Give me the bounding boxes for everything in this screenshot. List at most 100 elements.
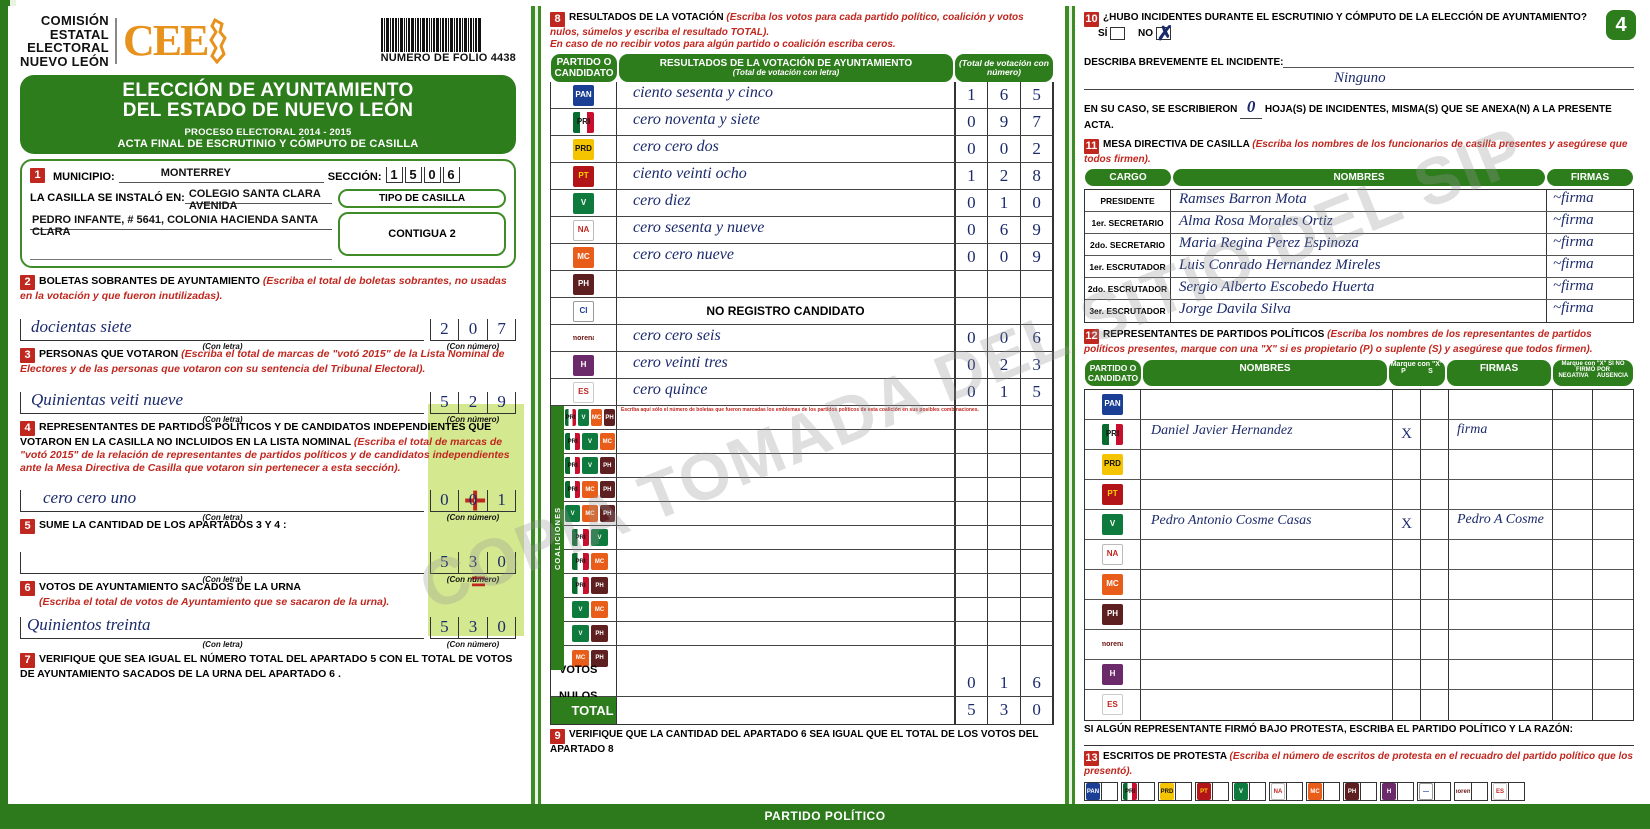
numero-cell[interactable] xyxy=(955,598,1053,621)
protest-chip-prd[interactable]: PRD xyxy=(1158,782,1192,802)
protest-chip-mc[interactable]: MC xyxy=(1306,782,1340,802)
numero-cell[interactable] xyxy=(955,454,1053,477)
rep-firma-cell[interactable] xyxy=(1449,659,1553,689)
rep-ausencia-cell[interactable] xyxy=(1593,420,1633,449)
rep-suplente-mark[interactable] xyxy=(1421,389,1449,419)
seccion-digits[interactable]: 1 5 0 6 xyxy=(385,167,460,184)
section-4-letra-field[interactable]: cero cero uno (Con letra) xyxy=(20,488,424,522)
firma-cell[interactable]: ~firma xyxy=(1547,212,1633,233)
protest-chip-verde[interactable]: V xyxy=(1232,782,1266,802)
rep-suplente-mark[interactable] xyxy=(1421,449,1449,479)
letra-cell[interactable]: cero quince xyxy=(617,379,955,405)
coalition-letra-cell[interactable]: Escriba aquí sólo el número de boletas q… xyxy=(617,406,979,429)
firma-cell[interactable]: ~firma xyxy=(1547,300,1633,322)
si-checkbox[interactable] xyxy=(1110,27,1126,40)
rep-propietario-mark[interactable] xyxy=(1393,479,1421,509)
no-checkbox[interactable]: ✗ xyxy=(1155,23,1174,45)
protest-line[interactable] xyxy=(1084,735,1634,746)
numero-cell[interactable] xyxy=(955,298,1053,324)
numero-cell[interactable]: 0 0 9 xyxy=(955,244,1053,270)
firma-cell[interactable]: ~firma xyxy=(1547,278,1633,299)
protest-count-box[interactable] xyxy=(1398,783,1413,800)
numero-cell[interactable] xyxy=(955,646,1053,670)
rep-ausencia-cell[interactable] xyxy=(1593,390,1633,419)
letra-cell[interactable]: cero sesenta y nueve xyxy=(617,217,955,243)
rep-nombre-cell[interactable]: Daniel Javier Hernandez xyxy=(1141,419,1393,449)
rep-nombre-cell[interactable] xyxy=(1141,539,1393,569)
numero-cell[interactable] xyxy=(955,406,1053,429)
direccion-extra-line[interactable] xyxy=(30,236,332,261)
rep-suplente-mark[interactable] xyxy=(1421,509,1449,539)
rep-negativa-cell[interactable] xyxy=(1553,689,1593,720)
protest-chip-pri[interactable]: PRI xyxy=(1121,782,1155,802)
section-2-letra-field[interactable]: docientas siete (Con letra) xyxy=(20,317,424,351)
rep-propietario-mark[interactable] xyxy=(1393,689,1421,720)
rep-nombre-cell[interactable] xyxy=(1141,599,1393,629)
numero-cell[interactable] xyxy=(955,526,1053,549)
rep-suplente-mark[interactable] xyxy=(1421,659,1449,689)
coalition-letra-cell[interactable] xyxy=(617,454,955,477)
letra-cell[interactable]: cero cero nueve xyxy=(617,244,955,270)
letra-cell[interactable]: ciento sesenta y cinco xyxy=(617,82,955,108)
rep-propietario-mark[interactable] xyxy=(1393,599,1421,629)
rep-nombre-cell[interactable] xyxy=(1141,389,1393,419)
rep-nombre-cell[interactable] xyxy=(1141,449,1393,479)
rep-suplente-mark[interactable] xyxy=(1421,479,1449,509)
protest-count-box[interactable] xyxy=(1287,783,1302,800)
rep-firma-cell[interactable] xyxy=(1449,599,1553,629)
numero-cell[interactable] xyxy=(955,478,1053,501)
coalition-letra-cell[interactable] xyxy=(617,574,955,597)
rep-suplente-mark[interactable] xyxy=(1421,599,1449,629)
rep-propietario-mark[interactable] xyxy=(1393,569,1421,599)
coalition-letra-cell[interactable] xyxy=(617,622,955,645)
describe-field[interactable] xyxy=(1283,53,1634,68)
protest-chip-pan[interactable]: PAN xyxy=(1084,782,1118,802)
rep-negativa-cell[interactable] xyxy=(1553,599,1593,629)
coalition-letra-cell[interactable] xyxy=(617,550,955,573)
rep-firma-cell[interactable] xyxy=(1449,389,1553,419)
rep-ausencia-cell[interactable] xyxy=(1593,450,1633,479)
firma-cell[interactable]: ~firma xyxy=(1547,190,1633,211)
coalition-letra-cell[interactable] xyxy=(617,646,955,670)
section-5-numero-field[interactable]: 5 3 0 (Con número) xyxy=(430,552,516,584)
letra-cell[interactable]: cero cero seis xyxy=(617,325,955,351)
rep-suplente-mark[interactable] xyxy=(1421,629,1449,659)
rep-negativa-cell[interactable] xyxy=(1553,419,1593,449)
letra-cell[interactable]: cero cero dos xyxy=(617,136,955,162)
protest-chip-panal[interactable]: NA xyxy=(1269,782,1303,802)
rep-propietario-mark[interactable] xyxy=(1393,389,1421,419)
section-2-numero-field[interactable]: 2 0 7 (Con número) xyxy=(430,319,516,351)
protest-count-box[interactable] xyxy=(1139,783,1154,800)
rep-suplente-mark[interactable] xyxy=(1421,419,1449,449)
section-3-letra-field[interactable]: Quinientas veiti nueve (Con letra) xyxy=(20,390,424,424)
rep-negativa-cell[interactable] xyxy=(1553,629,1593,659)
rep-firma-cell[interactable]: firma xyxy=(1449,419,1553,449)
municipio-field[interactable]: MONTERREY xyxy=(118,167,324,184)
letra-cell[interactable]: NO REGISTRO CANDIDATO xyxy=(617,298,955,324)
protest-count-box[interactable] xyxy=(1324,783,1339,800)
section-6-letra-field[interactable]: Quinientos treinta (Con letra) xyxy=(20,615,424,649)
numero-cell[interactable] xyxy=(955,574,1053,597)
section-4-numero-field[interactable]: 0 0 1 (Con número) xyxy=(430,490,516,522)
coalition-letra-cell[interactable] xyxy=(617,502,955,525)
nombre-cell[interactable]: Maria Regina Perez Espinoza xyxy=(1171,234,1547,256)
total-letra[interactable] xyxy=(617,697,955,724)
rep-propietario-mark[interactable] xyxy=(1393,659,1421,689)
rep-nombre-cell[interactable] xyxy=(1141,629,1393,659)
protest-count-box[interactable] xyxy=(1509,783,1524,800)
rep-nombre-cell[interactable]: Pedro Antonio Cosme Casas xyxy=(1141,509,1393,539)
rep-ausencia-cell[interactable] xyxy=(1593,690,1633,720)
rep-propietario-mark[interactable] xyxy=(1393,449,1421,479)
protest-chip-pes[interactable]: PH xyxy=(1343,782,1377,802)
numero-cell[interactable] xyxy=(955,502,1053,525)
nombre-cell[interactable]: Ramses Barron Mota xyxy=(1171,190,1547,212)
rep-ausencia-cell[interactable] xyxy=(1593,480,1633,509)
section-3-numero-field[interactable]: 5 2 9 (Con número) xyxy=(430,391,516,424)
nombre-cell[interactable]: Jorge Davila Silva xyxy=(1171,300,1547,323)
coalition-letra-cell[interactable] xyxy=(617,526,955,549)
protest-count-box[interactable] xyxy=(1102,783,1117,800)
rep-negativa-cell[interactable] xyxy=(1553,539,1593,569)
protest-chip-ci[interactable]: — xyxy=(1417,782,1451,802)
rep-firma-cell[interactable] xyxy=(1449,449,1553,479)
rep-nombre-cell[interactable] xyxy=(1141,479,1393,509)
